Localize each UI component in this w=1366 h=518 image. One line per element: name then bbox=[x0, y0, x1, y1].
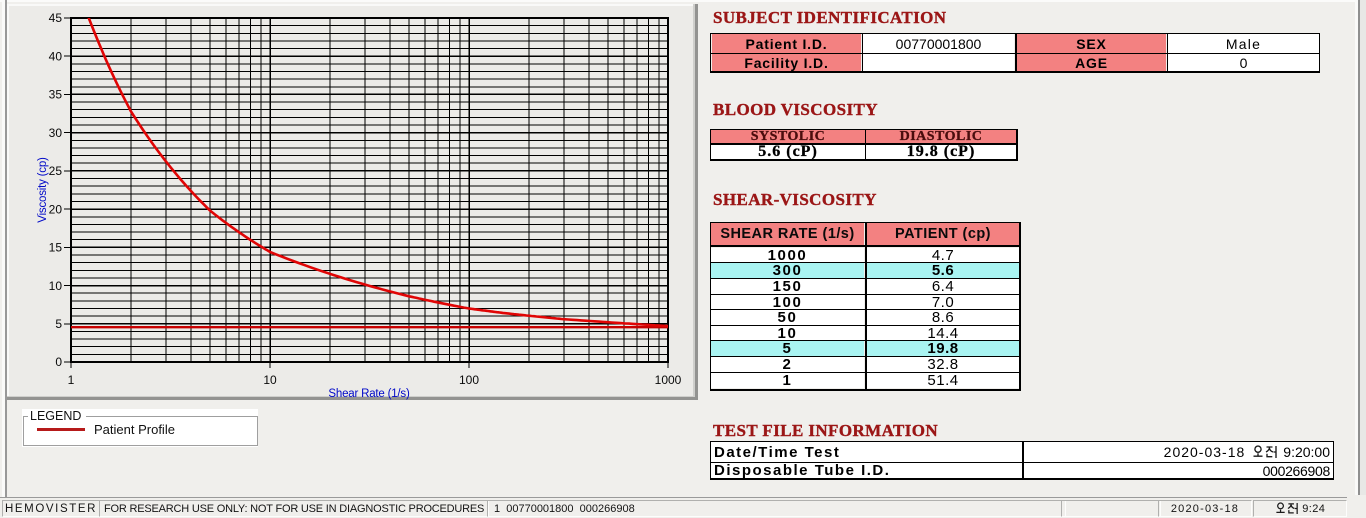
svg-text:Viscosity (cp): Viscosity (cp) bbox=[37, 157, 49, 223]
svg-text:Shear Rate (1/s): Shear Rate (1/s) bbox=[328, 388, 410, 400]
svg-text:1: 1 bbox=[68, 373, 75, 387]
svg-text:10: 10 bbox=[49, 279, 63, 293]
svg-text:1000: 1000 bbox=[655, 373, 682, 387]
svg-text:45: 45 bbox=[49, 11, 63, 25]
svg-text:20: 20 bbox=[49, 202, 63, 216]
svg-text:25: 25 bbox=[49, 164, 63, 178]
svg-text:40: 40 bbox=[49, 49, 63, 63]
svg-text:100: 100 bbox=[459, 373, 479, 387]
svg-text:30: 30 bbox=[49, 126, 63, 140]
svg-text:5: 5 bbox=[55, 317, 62, 331]
svg-text:10: 10 bbox=[263, 373, 277, 387]
svg-text:15: 15 bbox=[49, 241, 63, 255]
svg-text:0: 0 bbox=[55, 355, 62, 369]
svg-text:35: 35 bbox=[49, 88, 63, 102]
